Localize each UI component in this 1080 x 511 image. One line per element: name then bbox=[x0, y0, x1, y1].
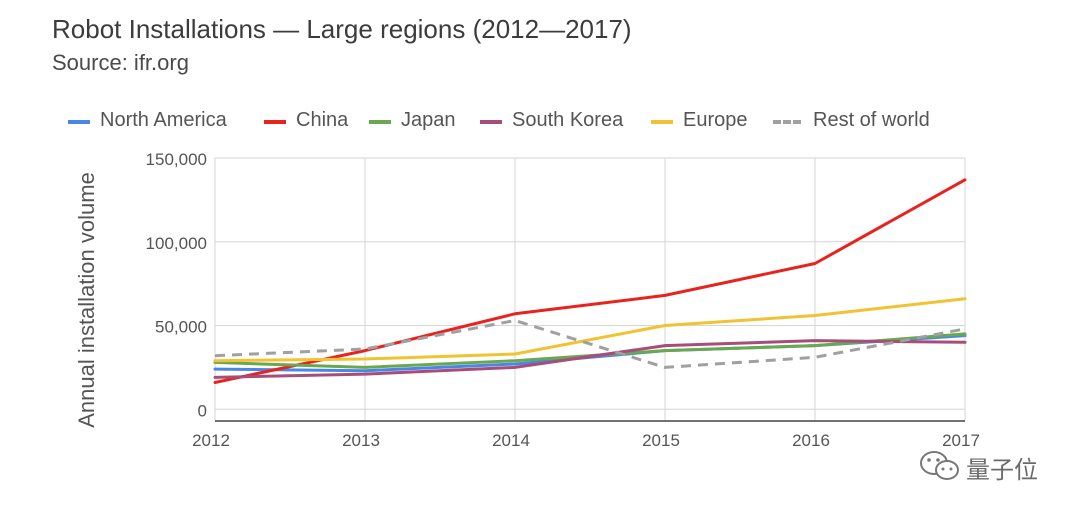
watermark-text: 量子位 bbox=[966, 456, 1038, 484]
x-tick-label: 2013 bbox=[342, 431, 380, 450]
x-tick-label: 2016 bbox=[792, 431, 830, 450]
y-tick-label: 50,000 bbox=[155, 318, 207, 337]
x-tick-label: 2014 bbox=[492, 431, 530, 450]
legend-label: North America bbox=[100, 109, 227, 131]
watermark: 量子位 bbox=[918, 448, 1058, 484]
legend-swatch bbox=[480, 120, 502, 124]
legend-swatch bbox=[651, 120, 673, 124]
y-axis-label: Annual installation volume bbox=[74, 172, 99, 428]
chart-title: Robot Installations — Large regions (201… bbox=[52, 14, 632, 44]
legend-label: South Korea bbox=[512, 109, 624, 131]
y-tick-label: 100,000 bbox=[146, 234, 207, 253]
legend-label: Japan bbox=[401, 109, 456, 131]
legend-swatch bbox=[773, 120, 801, 124]
y-tick-label: 150,000 bbox=[146, 150, 207, 169]
y-tick-label: 0 bbox=[198, 401, 207, 420]
wechat-icon bbox=[920, 451, 959, 480]
legend-swatch bbox=[264, 120, 286, 124]
x-tick-label: 2017 bbox=[942, 431, 980, 450]
legend-swatch bbox=[369, 120, 391, 124]
legend-label: China bbox=[296, 109, 349, 131]
series-line-europe bbox=[213, 297, 967, 363]
series-line-rest-of-world bbox=[214, 319, 966, 369]
legend-label: Rest of world bbox=[813, 109, 930, 131]
legend-swatch bbox=[68, 120, 90, 124]
x-tick-label: 2012 bbox=[192, 431, 230, 450]
chart-subtitle: Source: ifr.org bbox=[52, 50, 189, 75]
x-tick-label: 2015 bbox=[642, 431, 680, 450]
series-line-south-korea bbox=[213, 339, 967, 379]
series-line-china bbox=[213, 178, 967, 384]
legend-label: Europe bbox=[683, 109, 748, 131]
